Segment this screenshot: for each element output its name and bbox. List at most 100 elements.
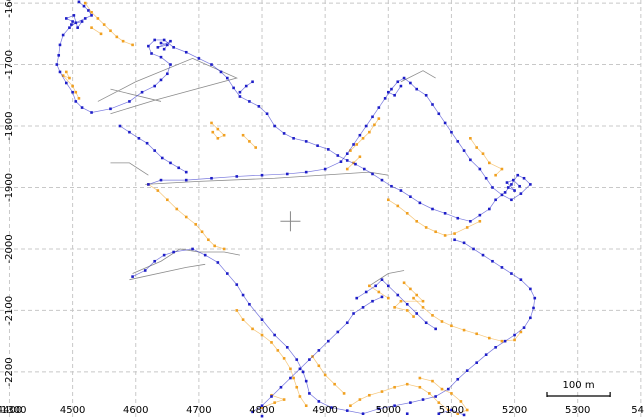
blue-data-point	[273, 124, 276, 128]
blue-data-point	[532, 306, 535, 310]
blue-data-point	[371, 299, 374, 303]
blue-data-point	[462, 241, 466, 245]
blue-data-point	[304, 140, 308, 143]
blue-path-segment	[372, 296, 383, 302]
blue-path-segment	[328, 149, 338, 156]
blue-path-segment	[362, 408, 379, 415]
blue-path-segment	[217, 262, 228, 274]
blue-data-point	[478, 213, 482, 217]
blue-data-point	[500, 266, 504, 269]
orange-data-point	[99, 32, 103, 36]
blue-data-point	[260, 318, 264, 321]
orange-path-segment	[381, 386, 395, 392]
blue-path-segment	[271, 387, 282, 397]
orange-data-point	[248, 140, 251, 143]
blue-data-point	[71, 90, 74, 94]
blue-data-point	[90, 14, 93, 17]
blue-data-point	[64, 81, 68, 85]
blue-data-point	[156, 46, 160, 49]
x-tick-label: 4800	[249, 405, 274, 416]
x-tick-label: 4700	[186, 405, 211, 416]
orange-data-point	[68, 76, 71, 80]
orange-data-point	[412, 315, 415, 318]
orange-data-point	[424, 226, 428, 229]
blue-path-segment	[457, 217, 471, 222]
y-tick-label: -1600	[4, 0, 15, 18]
blue-path-segment	[432, 104, 440, 114]
blue-path-segment	[81, 107, 92, 113]
orange-data-point	[213, 244, 216, 248]
blue-data-point	[358, 133, 362, 137]
orange-path-segment	[296, 387, 301, 397]
blue-data-point	[58, 43, 62, 47]
blue-data-point	[260, 173, 264, 177]
blue-data-point	[424, 93, 428, 97]
blue-data-point	[475, 361, 478, 364]
orange-path-segment	[394, 383, 408, 388]
blue-data-point	[339, 160, 343, 163]
blue-path-segment	[520, 184, 531, 194]
blue-path-segment	[454, 239, 465, 244]
blue-data-point	[83, 17, 87, 20]
blue-path-segment	[504, 334, 515, 342]
blue-path-segment	[331, 407, 348, 411]
blue-data-point	[374, 284, 377, 288]
x-tick-label: 540	[631, 405, 644, 416]
blue-data-point	[159, 78, 163, 82]
blue-data-point	[169, 161, 172, 165]
blue-path-segment	[280, 377, 291, 388]
blue-path-segment	[511, 193, 522, 201]
orange-data-point	[74, 90, 78, 94]
orange-path-segment	[419, 386, 430, 394]
blue-path-segment	[492, 260, 503, 268]
blue-data-point	[500, 193, 504, 197]
y-tick-label: -2100	[4, 296, 15, 325]
orange-path-segment	[271, 342, 279, 351]
blue-data-point	[235, 283, 239, 286]
orange-data-point	[402, 281, 406, 285]
blue-path-segment	[274, 125, 285, 134]
orange-data-point	[102, 23, 106, 26]
orange-data-point	[131, 43, 134, 47]
blue-data-point	[270, 395, 273, 398]
blue-data-point	[285, 346, 289, 349]
blue-data-point	[469, 158, 472, 162]
orange-data-point	[282, 398, 286, 401]
orange-path-segment	[397, 205, 408, 214]
orange-data-point	[166, 198, 169, 202]
orange-data-point	[184, 215, 188, 219]
blue-data-point	[128, 100, 131, 103]
orange-path-segment	[271, 394, 285, 400]
blue-path-segment	[457, 141, 465, 151]
track-line	[129, 263, 206, 281]
blue-data-point	[465, 369, 469, 372]
blue-data-point	[450, 408, 453, 412]
blue-data-point	[437, 412, 441, 415]
blue-path-segment	[252, 405, 263, 413]
blue-data-point	[216, 261, 220, 264]
blue-data-point	[166, 72, 169, 76]
blue-path-segment	[91, 108, 111, 113]
blue-data-point	[469, 219, 472, 223]
orange-data-point	[465, 226, 469, 229]
blue-data-point	[415, 312, 419, 315]
blue-data-point	[409, 195, 412, 199]
orange-data-point	[200, 230, 204, 234]
blue-data-point	[518, 184, 521, 188]
orange-data-point	[90, 26, 93, 29]
blue-data-point	[516, 173, 520, 177]
blue-data-point	[529, 287, 532, 291]
blue-data-point	[505, 181, 509, 184]
blue-path-segment	[506, 182, 515, 191]
blue-path-segment	[397, 294, 408, 305]
blue-data-point	[510, 183, 513, 186]
blue-data-point	[336, 330, 340, 334]
blue-data-point	[377, 106, 381, 109]
blue-path-segment	[451, 409, 465, 416]
blue-path-segment	[514, 327, 525, 336]
blue-path-segment	[365, 116, 373, 127]
orange-path-segment	[176, 208, 187, 218]
x-tick-label: 4500	[60, 405, 85, 416]
